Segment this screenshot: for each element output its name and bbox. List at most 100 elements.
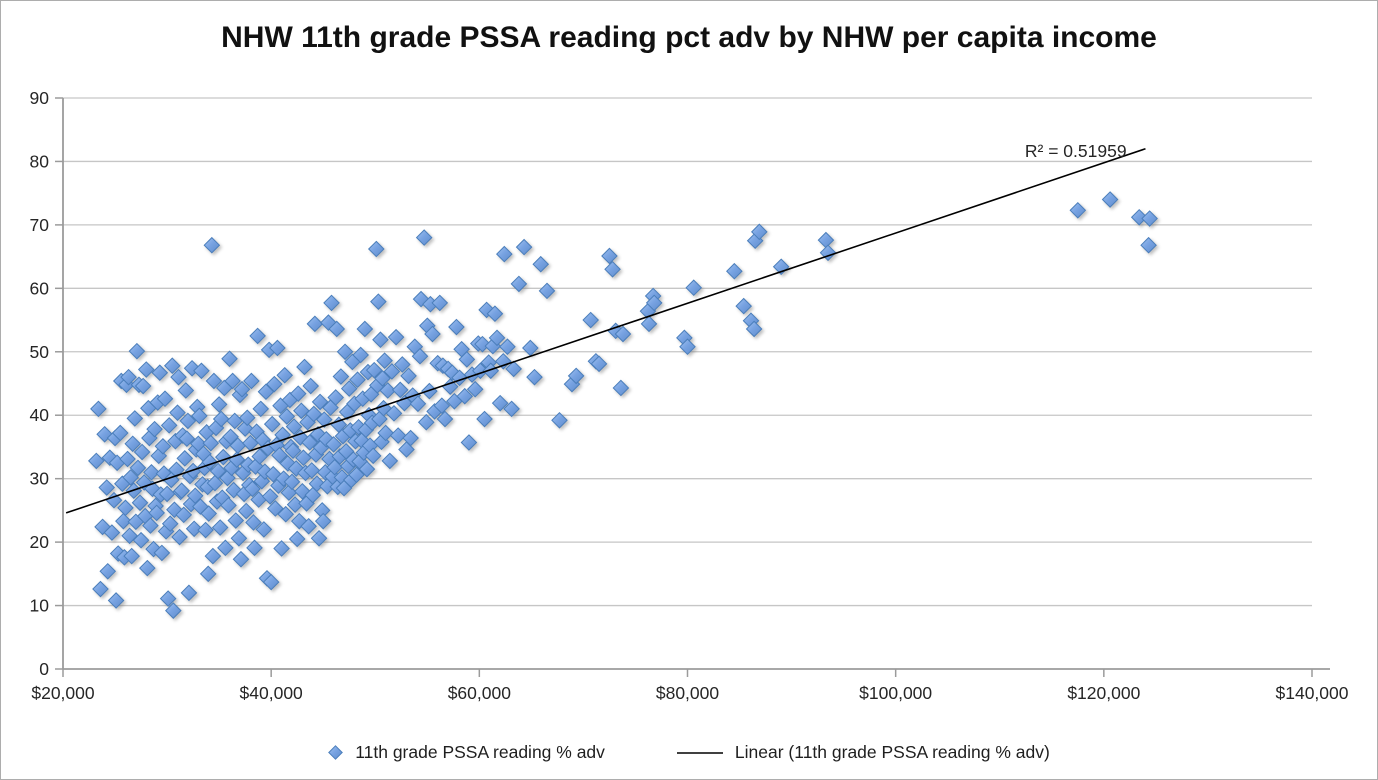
data-point[interactable] <box>460 434 478 451</box>
data-point[interactable] <box>257 383 275 401</box>
data-point[interactable] <box>296 358 313 376</box>
legend-item-trendline[interactable]: Linear (11th grade PSSA reading % adv) <box>676 742 1050 763</box>
data-point[interactable] <box>278 408 296 425</box>
data-point[interactable] <box>283 473 301 491</box>
data-point[interactable] <box>271 446 288 464</box>
data-point[interactable] <box>98 479 116 496</box>
data-point[interactable] <box>458 351 476 368</box>
data-point[interactable] <box>348 466 365 484</box>
data-point[interactable] <box>293 402 310 420</box>
data-point[interactable] <box>424 325 441 343</box>
data-point[interactable] <box>336 343 354 361</box>
data-point[interactable] <box>372 331 389 349</box>
data-point[interactable] <box>310 529 328 547</box>
data-point[interactable] <box>199 565 217 583</box>
data-point[interactable] <box>522 339 539 357</box>
data-point[interactable] <box>221 350 238 368</box>
data-point[interactable] <box>186 487 204 505</box>
data-point[interactable] <box>252 400 270 418</box>
data-point[interactable] <box>131 494 149 512</box>
data-point[interactable] <box>318 431 335 448</box>
data-point[interactable] <box>358 460 376 478</box>
data-point[interactable] <box>387 328 405 346</box>
data-point[interactable] <box>214 448 232 466</box>
data-point[interactable] <box>151 364 169 382</box>
data-point[interactable] <box>751 223 768 241</box>
data-point[interactable] <box>499 338 516 356</box>
data-point[interactable] <box>505 360 522 378</box>
data-point[interactable] <box>326 458 343 476</box>
data-point[interactable] <box>328 320 346 338</box>
data-point[interactable] <box>340 380 358 397</box>
data-point[interactable] <box>306 315 324 333</box>
data-point[interactable] <box>143 464 160 481</box>
data-point[interactable] <box>726 262 743 280</box>
data-point[interactable] <box>817 231 835 249</box>
data-point[interactable] <box>309 425 327 443</box>
data-point[interactable] <box>267 500 284 517</box>
data-point[interactable] <box>415 229 433 246</box>
data-point[interactable] <box>202 434 220 452</box>
data-point[interactable] <box>178 430 196 448</box>
data-point[interactable] <box>117 499 134 517</box>
data-point[interactable] <box>417 413 435 431</box>
data-point[interactable] <box>155 465 173 482</box>
data-point[interactable] <box>111 424 129 442</box>
data-point[interactable] <box>128 342 146 360</box>
data-point[interactable] <box>119 450 136 468</box>
data-point[interactable] <box>92 580 109 598</box>
data-point[interactable] <box>87 452 105 470</box>
data-point[interactable] <box>370 293 387 310</box>
data-point[interactable] <box>327 389 345 406</box>
data-point[interactable] <box>288 530 306 548</box>
data-point[interactable] <box>123 547 141 565</box>
data-point[interactable] <box>220 497 237 514</box>
data-point[interactable] <box>515 238 533 256</box>
data-point[interactable] <box>486 305 504 323</box>
data-point[interactable] <box>269 339 286 357</box>
data-point[interactable] <box>285 418 303 435</box>
data-point[interactable] <box>567 367 585 385</box>
data-point[interactable] <box>645 294 663 312</box>
data-point[interactable] <box>389 427 407 444</box>
data-point[interactable] <box>132 531 150 549</box>
data-point[interactable] <box>612 379 630 397</box>
data-point[interactable] <box>496 245 513 263</box>
data-point[interactable] <box>120 368 137 386</box>
data-point[interactable] <box>532 255 550 273</box>
data-point[interactable] <box>200 505 218 522</box>
legend-item-series[interactable]: 11th grade PSSA reading % adv <box>328 742 605 763</box>
data-point[interactable] <box>160 417 178 434</box>
data-point[interactable] <box>263 415 281 433</box>
data-point[interactable] <box>364 447 382 465</box>
data-point[interactable] <box>745 320 763 338</box>
data-point[interactable] <box>448 318 465 336</box>
data-point[interactable] <box>185 520 203 538</box>
data-point[interactable] <box>246 539 263 557</box>
data-point[interactable] <box>304 486 322 504</box>
data-point[interactable] <box>441 378 459 395</box>
data-point[interactable] <box>245 514 262 531</box>
data-point[interactable] <box>177 382 195 399</box>
data-point[interactable] <box>385 405 403 422</box>
data-point[interactable] <box>365 361 383 379</box>
data-point[interactable] <box>300 517 317 535</box>
data-point[interactable] <box>204 547 222 565</box>
data-point[interactable] <box>193 362 210 380</box>
data-point[interactable] <box>1140 236 1157 254</box>
data-point[interactable] <box>175 506 193 524</box>
data-point[interactable] <box>614 325 632 343</box>
data-point[interactable] <box>197 521 214 539</box>
data-point[interactable] <box>679 338 696 356</box>
data-point[interactable] <box>156 390 174 408</box>
data-point[interactable] <box>124 435 142 453</box>
data-point[interactable] <box>244 480 261 498</box>
data-point[interactable] <box>256 463 274 480</box>
data-point[interactable] <box>409 395 427 413</box>
data-point[interactable] <box>305 405 323 423</box>
data-point[interactable] <box>137 361 155 378</box>
data-point[interactable] <box>640 315 658 333</box>
data-point[interactable] <box>264 465 282 483</box>
data-point[interactable] <box>394 356 411 373</box>
data-point[interactable] <box>301 434 318 451</box>
